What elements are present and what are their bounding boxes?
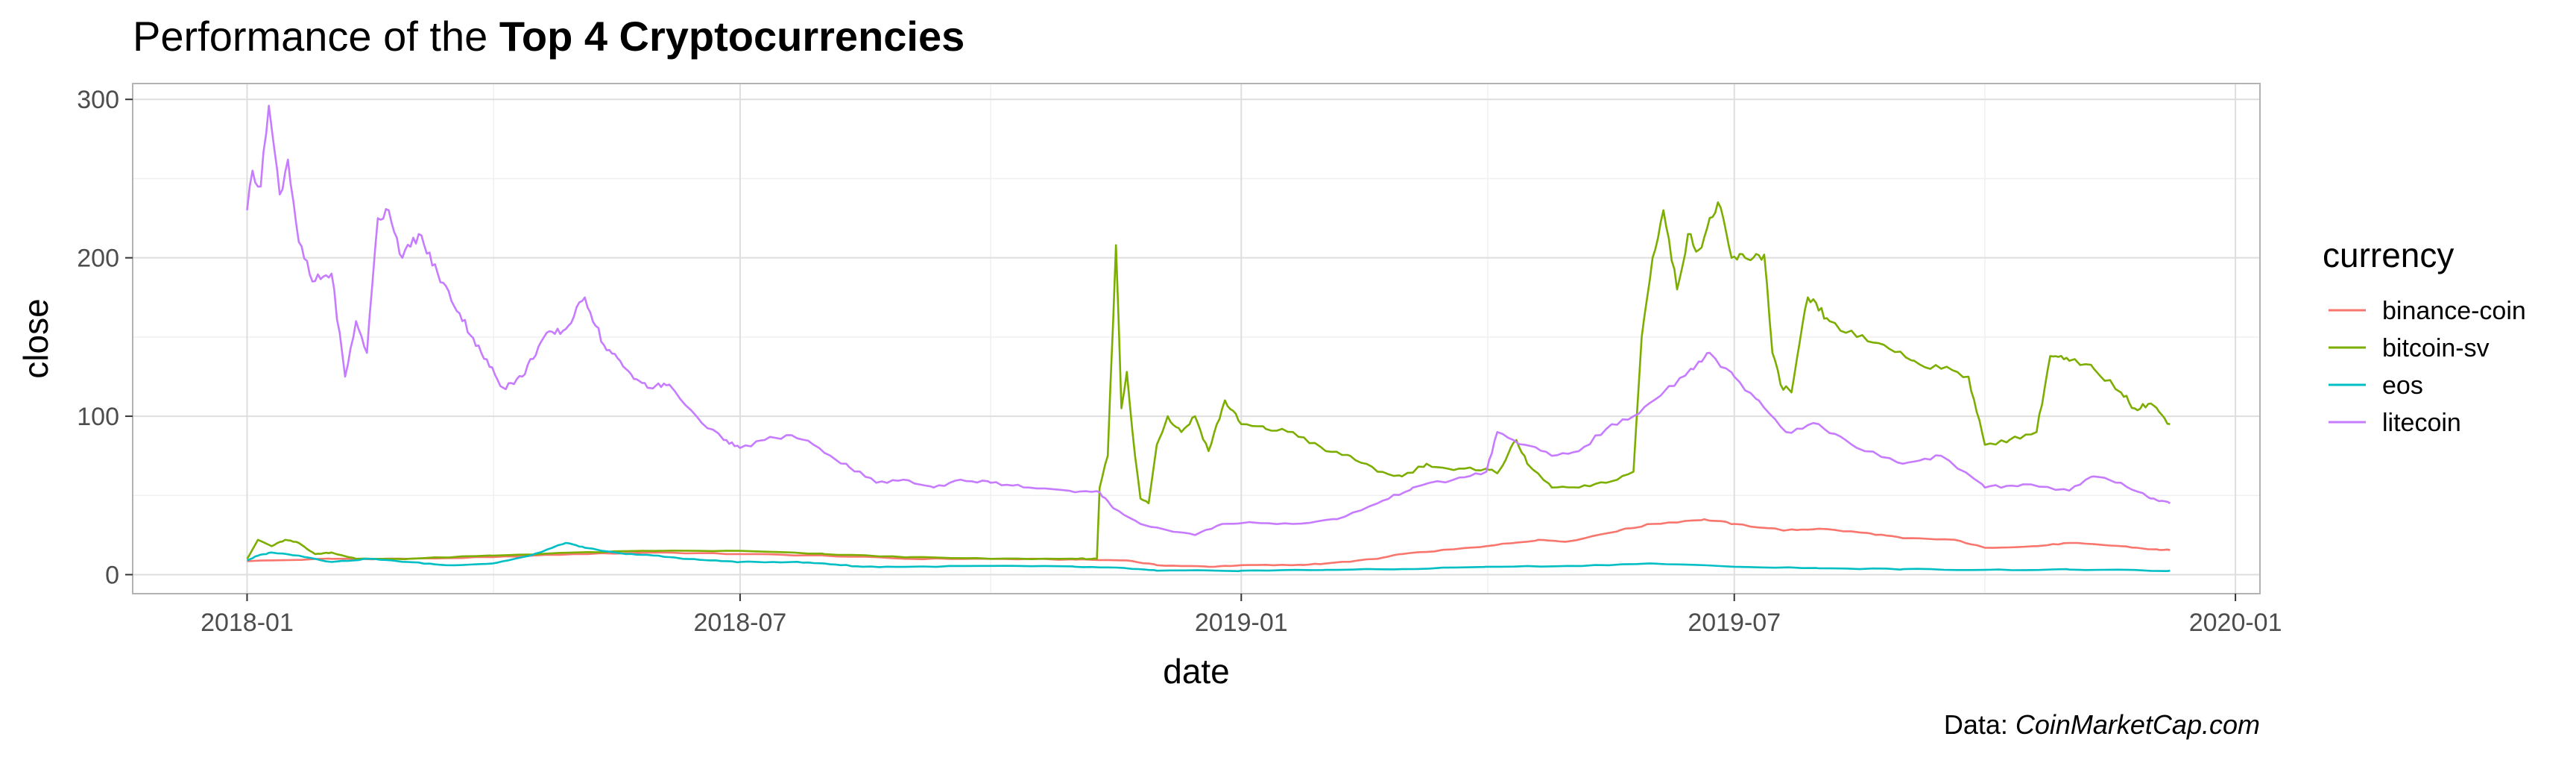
data-source-caption: Data: CoinMarketCap.com xyxy=(1944,709,2260,740)
y-tick-label: 300 xyxy=(77,86,119,114)
chart-title: Performance of the Top 4 Cryptocurrencie… xyxy=(133,13,965,60)
plot-panel xyxy=(133,84,2260,594)
x-axis: 2018-01 2018-07 2019-01 2019-07 2020-01 xyxy=(201,594,2282,637)
legend-label-litecoin: litecoin xyxy=(2382,409,2461,437)
series-line-bitcoin-sv xyxy=(246,201,2171,561)
y-tick-label: 100 xyxy=(77,403,119,431)
y-axis: 0 100 200 300 xyxy=(77,86,133,590)
y-tick-label: 200 xyxy=(77,245,119,273)
series-line-binance-coin xyxy=(247,518,2171,568)
chart-title-bold: Top 4 Cryptocurrencies xyxy=(499,13,965,60)
y-axis-title: close xyxy=(16,298,55,378)
caption-source: CoinMarketCap.com xyxy=(2015,709,2260,740)
legend-label-eos: eos xyxy=(2382,371,2423,400)
legend-label-binance-coin: binance-coin xyxy=(2382,297,2526,325)
series-line-eos xyxy=(247,541,2171,573)
plot-border xyxy=(132,83,2261,594)
x-tick-label: 2020-01 xyxy=(2189,609,2282,637)
plot-area xyxy=(132,83,2261,594)
x-axis-title: date xyxy=(1163,652,1230,691)
legend-title: currency xyxy=(2323,236,2454,274)
legend-items: binance-coin bitcoin-sv eos litecoin xyxy=(2329,297,2526,437)
series-lines xyxy=(246,104,2171,573)
x-tick-label: 2019-01 xyxy=(1195,609,1288,637)
grid-major xyxy=(133,84,2260,594)
series-line-litecoin xyxy=(246,104,2171,536)
y-tick-label: 0 xyxy=(105,562,119,590)
grid-minor xyxy=(133,84,2260,594)
legend: currency binance-coin bitcoin-sv eos liteco… xyxy=(2323,236,2526,437)
x-tick-label: 2018-07 xyxy=(694,609,787,637)
chart-title-prefix: Performance of the xyxy=(133,13,499,60)
x-tick-label: 2019-07 xyxy=(1688,609,1781,637)
legend-label-bitcoin-sv: bitcoin-sv xyxy=(2382,334,2490,362)
x-tick-label: 2018-01 xyxy=(201,609,294,637)
caption-prefix: Data: xyxy=(1944,709,2015,740)
